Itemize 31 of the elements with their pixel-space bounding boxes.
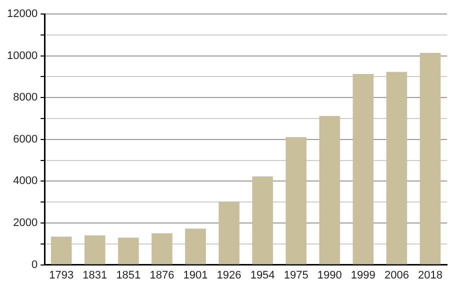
- x-tick-label: 2006: [384, 269, 409, 282]
- bar: [352, 74, 374, 264]
- x-tick-label: 1876: [150, 269, 174, 282]
- x-tick-label: 1926: [216, 269, 242, 282]
- x-tick-label: 1999: [350, 269, 376, 282]
- y-tick-label: 6000: [13, 133, 38, 146]
- bar: [50, 236, 72, 264]
- bar: [319, 116, 340, 264]
- x-tick-label: 1901: [183, 269, 208, 282]
- bar: [218, 201, 240, 264]
- y-tick-label: 10000: [6, 50, 38, 62]
- bar: [84, 235, 106, 264]
- y-tick-label: 2000: [13, 217, 38, 230]
- x-tick-label: 1990: [317, 269, 342, 282]
- x-tick-label: 1975: [284, 269, 308, 282]
- bar: [118, 238, 139, 264]
- y-tick-label: 8000: [13, 92, 38, 104]
- bar: [286, 137, 306, 264]
- x-tick-label: 1793: [49, 269, 74, 282]
- bar: [152, 233, 172, 264]
- x-tick-label: 1831: [82, 269, 108, 282]
- bar: [386, 72, 408, 264]
- bar: [420, 52, 441, 264]
- y-tick-label: 12000: [6, 8, 38, 20]
- y-tick-label: 4000: [13, 175, 38, 188]
- bar: [252, 176, 273, 264]
- x-tick-label: 1954: [250, 269, 275, 282]
- y-tick-label: 0: [31, 258, 38, 271]
- x-tick-label: 2018: [418, 269, 442, 282]
- x-tick-label: 1851: [116, 269, 141, 282]
- bar: [185, 228, 206, 264]
